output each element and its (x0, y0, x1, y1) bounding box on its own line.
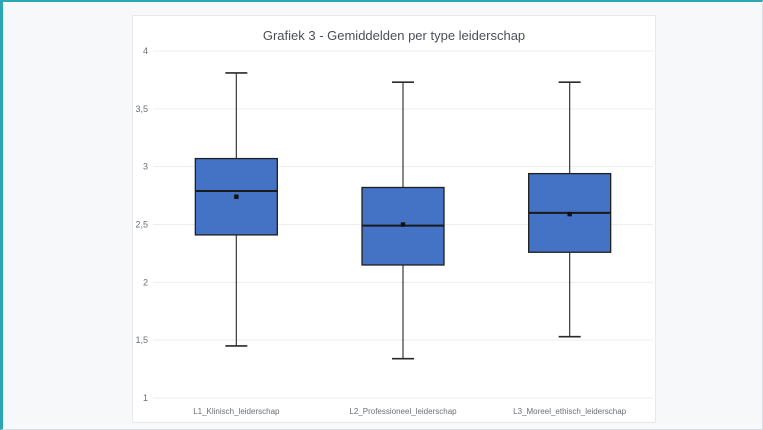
y-tick-label: 3 (143, 162, 148, 172)
y-tick-label: 2,5 (135, 220, 148, 230)
boxplot-chart: 1 1,5 2 2,5 3 3,5 4 L1_Klinisch_leiderschap L2_P… (135, 46, 653, 416)
chart-card: Grafiek 3 - Gemiddelden per type leiders… (132, 15, 656, 423)
x-category-label: L3_Moreel_ethisch_leiderschap (513, 407, 627, 416)
mean-marker (567, 211, 572, 217)
x-category-label: L2_Professioneel_leiderschap (349, 407, 457, 416)
x-category-label: L1_Klinisch_leiderschap (193, 407, 280, 416)
y-tick-label: 1,5 (135, 335, 148, 345)
y-tick-label: 3,5 (135, 104, 148, 114)
mean-marker (234, 194, 239, 199)
y-tick-label: 2 (143, 277, 148, 287)
y-tick-label: 4 (143, 46, 148, 56)
y-tick-label: 1 (143, 393, 148, 403)
chart-title: Grafiek 3 - Gemiddelden per type leiders… (262, 28, 526, 43)
box-iqr (194, 157, 278, 236)
mean-marker (400, 222, 406, 227)
